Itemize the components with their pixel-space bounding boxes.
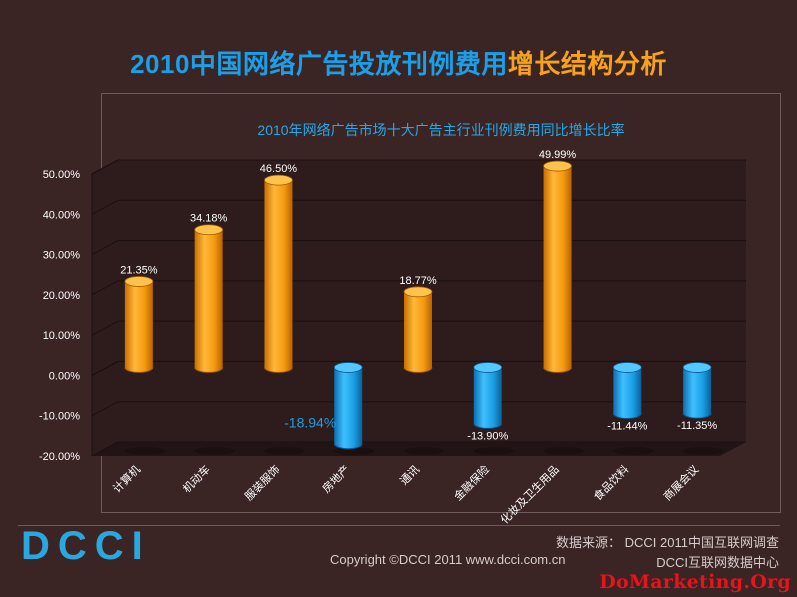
copyright: Copyright ©DCCI 2011 www.dcci.com.cn: [330, 552, 566, 567]
bar-base: [403, 367, 433, 373]
x-tick-label: 商展会议: [660, 462, 701, 503]
x-tick-label: 食品饮料: [590, 462, 631, 503]
bar: [683, 367, 712, 419]
bar-base: [682, 413, 712, 419]
page-title-part-2: 增长结构分析: [507, 49, 667, 79]
bar-shadow: [473, 447, 514, 455]
bar-cap: [612, 362, 642, 373]
y-tick-label: 40.00%: [43, 209, 81, 221]
bar: [543, 166, 572, 373]
bar-shadow: [264, 447, 305, 455]
bar-cap: [333, 362, 363, 373]
bar: [404, 291, 432, 373]
x-tick-label: 通讯: [397, 463, 422, 488]
value-label: -13.90%: [467, 430, 508, 442]
y-tick-label: 10.00%: [43, 330, 81, 342]
x-tick-label: 房地产: [319, 462, 352, 495]
zero-line-diagonal: [91, 360, 119, 376]
bar-shadow: [613, 447, 654, 455]
bar-shadow: [683, 447, 724, 455]
bar: [613, 367, 642, 419]
bar-base: [543, 367, 573, 373]
x-tick-label: 化妆及卫生用品: [497, 462, 561, 526]
bar-base: [263, 367, 293, 373]
gridline-diagonal: [91, 320, 119, 336]
value-label: 34.18%: [190, 213, 228, 225]
x-tick-label: 机动车: [180, 462, 213, 495]
dcci-logo: DCCI: [21, 527, 151, 565]
bar: [473, 367, 502, 429]
value-label: 21.35%: [120, 264, 158, 276]
value-label: 49.99%: [539, 149, 577, 161]
gridline-diagonal: [91, 159, 119, 175]
value-label: -11.44%: [607, 421, 647, 433]
bar-shadow: [404, 447, 444, 455]
value-label: -11.35%: [677, 420, 717, 432]
page-title-part-1: 2010中国网络广告投放刊例费用: [130, 49, 508, 79]
bar-cap: [194, 224, 224, 236]
bar: [194, 229, 223, 373]
bar-cap: [264, 174, 293, 186]
watermark: DoMarketing.Org: [599, 571, 791, 593]
bar-cap: [543, 160, 572, 172]
bar: [124, 281, 153, 373]
gridline-diagonal: [91, 240, 119, 256]
bar-base: [473, 423, 503, 429]
value-label: -18.94%: [284, 415, 336, 431]
x-tick-label: 金融保险: [451, 462, 492, 503]
y-tick-label: 50.00%: [43, 169, 81, 181]
bar-shadow: [124, 447, 165, 455]
gridline-diagonal: [91, 199, 119, 215]
bar-base: [333, 443, 363, 450]
data-source: 数据来源： DCCI 2011中国互联网调查: [556, 535, 779, 550]
value-label: 46.50%: [260, 163, 298, 175]
svg-text:DCCI: DCCI: [21, 527, 151, 565]
gridline-diagonal: [91, 401, 119, 417]
y-tick-label: -20.00%: [39, 451, 80, 463]
bar-base: [194, 367, 224, 373]
bar-base: [124, 367, 154, 373]
value-label: 18.77%: [399, 275, 437, 287]
chart-title: 2010年网络广告市场十大广告主行业刊例费用同比增长比率: [257, 122, 625, 138]
bar: [264, 180, 293, 373]
bar-cap: [473, 362, 503, 373]
gridline-diagonal: [91, 280, 119, 296]
bar-base: [612, 413, 642, 419]
dcci-center-name: DCCI互联网数据中心: [656, 555, 779, 570]
y-tick-label: -10.00%: [39, 411, 80, 423]
y-tick-label: 0.00%: [49, 370, 80, 382]
y-tick-label: 20.00%: [43, 290, 81, 302]
gridline-diagonal: [91, 441, 119, 457]
bar-cap: [403, 286, 433, 298]
bar-shadow: [194, 447, 235, 455]
page-title: 2010中国网络广告投放刊例费用增长结构分析: [0, 44, 797, 81]
bar-cap: [682, 362, 712, 373]
y-tick-label: 30.00%: [43, 250, 81, 262]
bar-cap: [124, 276, 154, 287]
x-tick-label: 服装服饰: [242, 462, 283, 503]
x-tick-label: 计算机: [110, 462, 143, 495]
bar-shadow: [543, 447, 584, 455]
footer-divider: [18, 525, 780, 526]
bar: [334, 367, 363, 449]
